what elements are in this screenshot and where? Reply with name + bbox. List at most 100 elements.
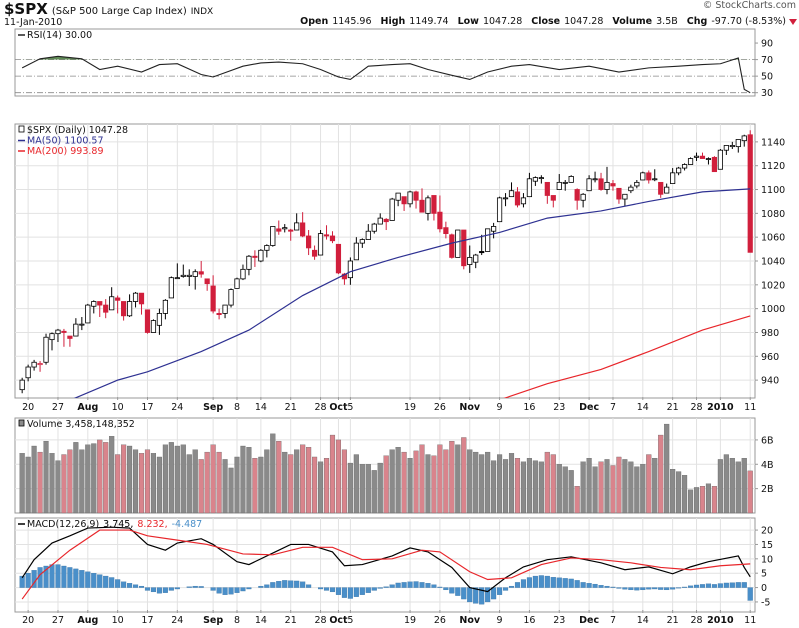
volume-bar bbox=[180, 444, 186, 514]
candle-body bbox=[723, 145, 729, 151]
macd-histogram-bar bbox=[341, 587, 347, 598]
macd-histogram-bar bbox=[741, 582, 747, 588]
macd-histogram-bar bbox=[526, 577, 532, 588]
volume-bar bbox=[335, 439, 342, 514]
candle-body bbox=[646, 172, 652, 181]
volume-bar bbox=[455, 444, 461, 514]
volume-bar bbox=[586, 458, 592, 514]
volume-bar bbox=[85, 444, 91, 514]
volume-bar bbox=[228, 467, 234, 514]
exchange: INDX bbox=[191, 7, 213, 17]
macd-histogram-bar bbox=[138, 585, 145, 588]
x-tick-label: 14 bbox=[637, 402, 649, 413]
volume-bar bbox=[705, 483, 712, 514]
candle-body bbox=[258, 249, 264, 262]
candle-body bbox=[401, 196, 407, 205]
candle-body bbox=[431, 195, 437, 214]
candle-body bbox=[85, 304, 91, 324]
macd-histogram-bar bbox=[329, 587, 336, 593]
candle-body bbox=[681, 164, 688, 169]
candle-body bbox=[652, 178, 658, 181]
volume-bar bbox=[395, 447, 401, 514]
macd-histogram-bar bbox=[73, 568, 79, 588]
macd-histogram-bar bbox=[562, 578, 568, 588]
candle-body bbox=[735, 139, 741, 148]
x-tick-label: Oct bbox=[329, 615, 348, 626]
candle-body bbox=[437, 211, 443, 230]
x-tick-label: 24 bbox=[171, 615, 183, 626]
volume-bar bbox=[604, 459, 610, 514]
volume-bar bbox=[73, 442, 79, 514]
volume-bar bbox=[49, 453, 55, 514]
macd-histogram-bar bbox=[156, 587, 162, 594]
volume-bar bbox=[91, 443, 97, 514]
candle-body bbox=[270, 226, 276, 246]
macd-histogram-bar bbox=[682, 586, 688, 588]
macd-histogram-bar bbox=[61, 565, 67, 588]
volume-bar bbox=[526, 458, 532, 514]
candle-body bbox=[556, 181, 562, 190]
candle-body bbox=[634, 181, 640, 187]
macd-histogram-bar bbox=[514, 582, 521, 588]
macd-histogram-bar bbox=[598, 585, 604, 588]
candle-body bbox=[198, 271, 204, 275]
macd-histogram-bar bbox=[97, 574, 103, 588]
candle-body bbox=[323, 234, 330, 237]
volume-bar bbox=[204, 451, 210, 514]
y-tick-label: 1120 bbox=[761, 161, 785, 172]
y-tick-label: 70 bbox=[761, 55, 773, 66]
volume-bar bbox=[258, 456, 264, 514]
candle-body bbox=[132, 292, 139, 302]
volume-bar bbox=[682, 475, 688, 514]
volume-bar bbox=[425, 454, 431, 514]
volume-bar bbox=[497, 454, 503, 514]
candle-body bbox=[55, 329, 61, 335]
candle-body bbox=[485, 228, 491, 252]
candle-body bbox=[491, 226, 497, 232]
candle-body bbox=[699, 155, 706, 159]
candle-body bbox=[371, 223, 377, 232]
volume-bar bbox=[508, 453, 515, 514]
macd-histogram-bar bbox=[55, 564, 61, 588]
volume-bar bbox=[115, 454, 121, 514]
volume-bar bbox=[431, 455, 437, 514]
candle-body bbox=[156, 313, 163, 326]
volume-bar bbox=[532, 460, 538, 514]
macd-histogram-bar bbox=[646, 587, 652, 590]
macd-histogram-bar bbox=[538, 575, 544, 588]
macd-legend-value: 8.232, bbox=[137, 519, 167, 530]
candle-body bbox=[103, 304, 109, 313]
quote-value: 3.5B bbox=[656, 16, 678, 27]
candle-body bbox=[282, 227, 288, 230]
x-tick-label: 28 bbox=[690, 402, 702, 413]
macd-histogram-bar bbox=[652, 587, 658, 590]
y-tick-label: 1100 bbox=[761, 185, 785, 196]
volume-bar bbox=[598, 461, 604, 514]
volume-bar bbox=[246, 447, 252, 514]
panel-title: RSI(14) 30.00 bbox=[27, 30, 92, 41]
panel-frame bbox=[14, 28, 756, 97]
volume-bar bbox=[580, 461, 586, 514]
x-tick-label: 9 bbox=[497, 615, 503, 626]
macd-histogram-bar bbox=[270, 582, 276, 588]
candle-body bbox=[115, 297, 121, 301]
macd-histogram-bar bbox=[711, 584, 717, 588]
x-tick-label: 28 bbox=[315, 402, 327, 413]
x-tick-label: 2010 bbox=[707, 402, 734, 413]
legend-swatch bbox=[18, 419, 25, 427]
x-tick-label: 19 bbox=[404, 615, 416, 626]
macd-histogram-bar bbox=[144, 587, 151, 591]
volume-bar bbox=[562, 466, 568, 514]
x-tick-label: 17 bbox=[141, 402, 153, 413]
x-tick-label: 7 bbox=[610, 402, 616, 413]
macd-histogram-bar bbox=[174, 587, 180, 590]
volume-bar bbox=[520, 461, 527, 514]
x-tick-label: 11 bbox=[744, 615, 756, 626]
macd-histogram-bar bbox=[85, 571, 91, 588]
macd-histogram-bar bbox=[699, 584, 706, 588]
x-tick-label: 8 bbox=[234, 402, 240, 413]
macd-histogram-bar bbox=[306, 584, 312, 588]
indicator-line bbox=[21, 529, 751, 600]
macd-histogram-bar bbox=[282, 580, 288, 588]
